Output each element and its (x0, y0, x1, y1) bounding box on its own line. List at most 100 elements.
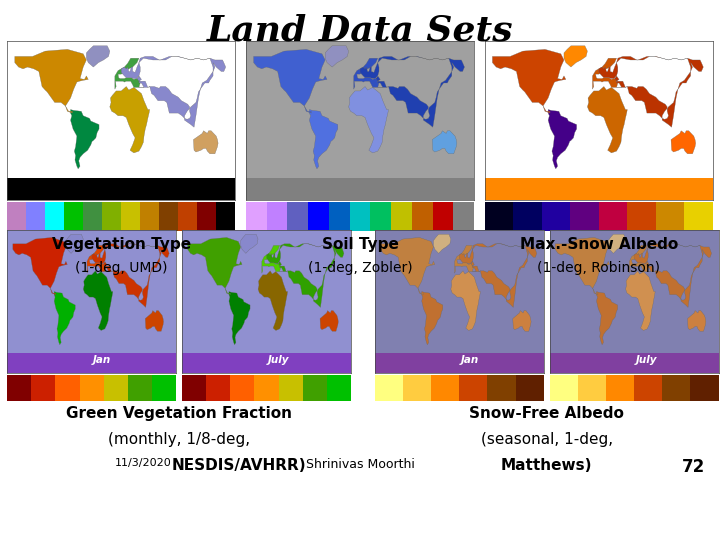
Polygon shape (433, 234, 451, 253)
Bar (287, 202, 308, 231)
Polygon shape (266, 244, 344, 307)
Bar (391, 202, 412, 231)
Bar (266, 202, 287, 231)
Polygon shape (422, 292, 443, 345)
Polygon shape (320, 310, 338, 331)
Bar (577, 375, 606, 401)
Text: (1-deg, Zobler): (1-deg, Zobler) (307, 261, 413, 275)
Polygon shape (253, 49, 327, 113)
Polygon shape (194, 131, 218, 154)
Bar (159, 202, 179, 231)
Polygon shape (629, 245, 649, 273)
Bar (329, 202, 350, 231)
Text: Jan: Jan (93, 355, 112, 365)
Bar (327, 375, 351, 401)
Bar (684, 202, 713, 231)
Bar (179, 202, 197, 231)
Bar (690, 375, 719, 401)
Polygon shape (84, 271, 113, 330)
Polygon shape (459, 244, 536, 307)
Bar (80, 375, 104, 401)
Bar (84, 202, 102, 231)
Bar (102, 202, 121, 231)
Polygon shape (451, 271, 480, 330)
Polygon shape (310, 110, 338, 169)
Polygon shape (548, 110, 577, 169)
Bar (513, 202, 541, 231)
Text: 11/3/2020: 11/3/2020 (115, 458, 172, 468)
Polygon shape (13, 238, 67, 295)
Polygon shape (110, 86, 150, 153)
Polygon shape (513, 310, 531, 331)
Polygon shape (454, 245, 474, 273)
Bar (230, 375, 254, 401)
Text: Shrinivas Moorthi: Shrinivas Moorthi (305, 458, 415, 471)
Bar (152, 375, 176, 401)
Bar (350, 202, 370, 231)
Text: Matthews): Matthews) (501, 458, 593, 472)
Bar (104, 375, 128, 401)
Bar (279, 375, 302, 401)
Text: Snow-Free Albedo: Snow-Free Albedo (469, 406, 624, 421)
Polygon shape (354, 58, 380, 89)
Bar (485, 202, 513, 231)
Polygon shape (71, 110, 99, 169)
Bar (302, 375, 327, 401)
Bar (459, 375, 487, 401)
Bar (7, 375, 32, 401)
Bar (627, 202, 656, 231)
Polygon shape (115, 58, 141, 89)
Polygon shape (15, 49, 89, 113)
Bar (206, 375, 230, 401)
Bar (216, 202, 235, 231)
Bar (7, 178, 235, 200)
Polygon shape (91, 244, 169, 307)
Polygon shape (66, 234, 84, 253)
Polygon shape (86, 46, 110, 67)
Polygon shape (599, 56, 703, 127)
Bar (182, 375, 206, 401)
Text: Soil Type: Soil Type (322, 237, 398, 252)
Bar (197, 202, 216, 231)
Polygon shape (348, 86, 389, 153)
Bar (485, 178, 713, 200)
Text: Land Data Sets: Land Data Sets (207, 14, 513, 48)
Bar (140, 202, 159, 231)
Text: July: July (636, 355, 657, 365)
Bar (662, 375, 690, 401)
Bar (45, 202, 64, 231)
Bar (412, 202, 433, 231)
Bar (541, 202, 570, 231)
Bar (7, 353, 176, 373)
Polygon shape (54, 292, 76, 345)
Polygon shape (325, 46, 348, 67)
Bar (433, 202, 454, 231)
Text: NESDIS/AVHRR): NESDIS/AVHRR) (172, 458, 307, 472)
Bar (182, 353, 351, 373)
Polygon shape (564, 46, 588, 67)
Bar (32, 375, 55, 401)
Bar (570, 202, 599, 231)
Bar (128, 375, 152, 401)
Polygon shape (432, 131, 457, 154)
Bar (26, 202, 45, 231)
Polygon shape (258, 271, 287, 330)
Polygon shape (671, 131, 696, 154)
Bar (431, 375, 459, 401)
Bar (308, 202, 329, 231)
Polygon shape (688, 310, 706, 331)
Polygon shape (380, 238, 435, 295)
Polygon shape (229, 292, 250, 345)
Text: Jan: Jan (461, 355, 479, 365)
Bar (254, 375, 279, 401)
Bar (370, 202, 391, 231)
Bar (549, 375, 577, 401)
Bar (606, 375, 634, 401)
Bar (599, 202, 627, 231)
Text: (1-deg, Robinson): (1-deg, Robinson) (537, 261, 660, 275)
Bar (549, 353, 719, 373)
Bar (634, 375, 662, 401)
Bar (403, 375, 431, 401)
Polygon shape (626, 271, 655, 330)
Polygon shape (121, 56, 225, 127)
